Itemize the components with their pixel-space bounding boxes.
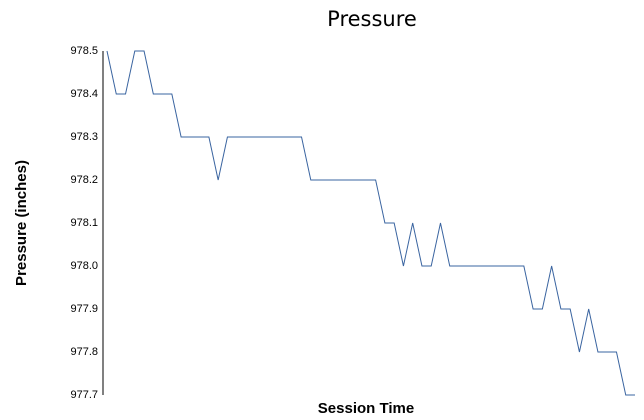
y-tick-label: 977.8 — [70, 346, 98, 358]
y-axis-label: Pressure (inches) — [13, 160, 30, 286]
y-tick-label: 977.7 — [70, 389, 98, 401]
line — [106, 50, 635, 396]
y-tick-label: 978.5 — [70, 45, 98, 57]
y-tick-label: 978.1 — [70, 217, 98, 229]
chart-title: Pressure — [327, 7, 417, 31]
y-tick-label: 978.2 — [70, 174, 98, 186]
y-tick-label: 978.4 — [70, 88, 98, 100]
y-tick-label: 978.3 — [70, 131, 98, 143]
y-tick-label: 977.9 — [70, 303, 98, 315]
x-axis-label: Session Time — [318, 400, 414, 417]
y-tick-label: 978.0 — [70, 260, 98, 272]
